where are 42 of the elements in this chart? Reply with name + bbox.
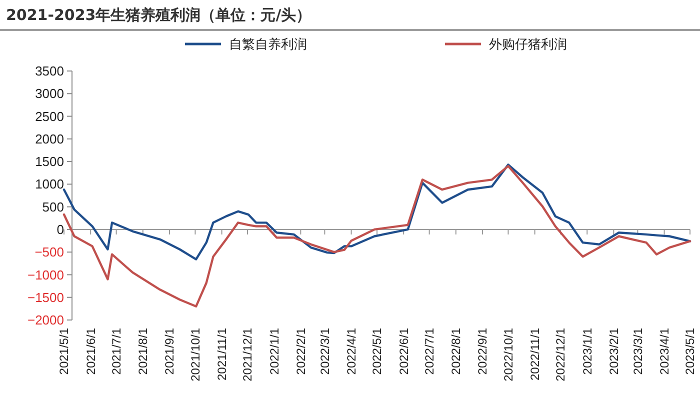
y-tick-label: 1500 [35, 154, 64, 170]
x-tick-label: 2022/7/1 [422, 328, 437, 375]
x-tick-label: 2021/5/1 [57, 328, 72, 375]
y-tick-label: 3000 [35, 86, 64, 102]
y-tick-label: −1500 [27, 290, 64, 305]
x-tick-label: 2022/2/1 [294, 328, 308, 375]
x-tick-label: 2021/8/1 [136, 328, 150, 375]
chart-title: 2021-2023年生猪养殖利润（单位：元/头） [6, 6, 312, 24]
x-tick-label: 2022/9/1 [476, 328, 490, 375]
x-tick-label: 2021/11/1 [214, 328, 229, 380]
x-tick-label: 2022/10/1 [501, 328, 516, 382]
legend-label: 外购仔猪利润 [489, 38, 567, 53]
legend-label: 自繁自养利润 [229, 36, 307, 53]
y-tick-label: 3500 [35, 64, 64, 79]
x-tick-label: 2021/10/1 [188, 328, 202, 382]
x-tick-label: 2023/5/1 [683, 328, 698, 375]
x-tick-label: 2022/8/1 [449, 328, 464, 375]
line-series [62, 164, 692, 260]
x-tick-label: 2022/5/1 [370, 328, 384, 375]
x-tick-label: 2023/4/1 [657, 328, 672, 375]
y-tick-label: 1000 [35, 176, 64, 192]
x-tick-label: 2022/11/1 [528, 328, 542, 380]
y-tick-label: 2500 [35, 108, 64, 124]
y-tick-label: −2000 [27, 312, 64, 328]
x-tick-label: 2022/4/1 [344, 328, 358, 375]
x-tick-label: 2023/1/1 [580, 328, 594, 375]
line-series [62, 164, 692, 308]
y-tick-label: −1000 [27, 267, 64, 282]
y-tick-label: −500 [34, 244, 64, 260]
y-tick-label: 500 [42, 199, 64, 214]
x-tick-label: 2021/6/1 [84, 328, 98, 375]
x-tick-label: 2021/7/1 [110, 328, 124, 375]
y-tick-label: 2000 [35, 131, 64, 146]
x-tick-label: 2022/1/1 [267, 328, 282, 375]
x-tick-label: 2022/6/1 [396, 328, 411, 375]
x-tick-label: 2021/12/1 [240, 328, 255, 382]
x-tick-label: 2023/2/1 [606, 328, 621, 375]
y-tick-label: 0 [56, 222, 64, 238]
x-tick-label: 2022/3/1 [318, 328, 332, 375]
x-tick-label: 2023/3/1 [630, 328, 645, 375]
x-tick-label: 2022/12/1 [554, 328, 568, 382]
x-tick-label: 2021/9/1 [162, 328, 177, 375]
